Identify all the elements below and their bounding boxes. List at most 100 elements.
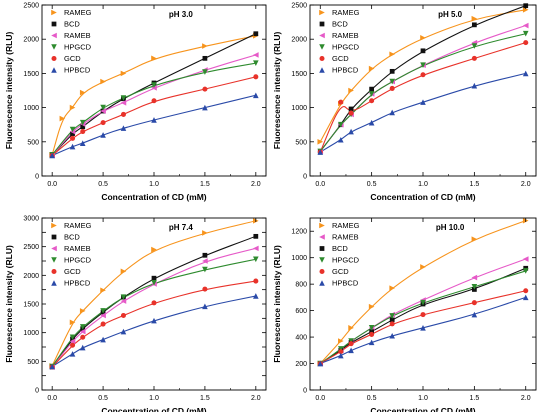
data-point-rameg bbox=[348, 325, 354, 331]
data-point-hpgcd bbox=[420, 299, 426, 306]
data-point-rameg bbox=[202, 43, 208, 49]
data-point-hpbcd bbox=[100, 336, 106, 343]
legend-label-bcd: BCD bbox=[64, 233, 80, 242]
series-line-hpgcd bbox=[319, 33, 526, 152]
x-tick-label: 0.5 bbox=[367, 395, 377, 402]
data-point-hpbcd bbox=[317, 149, 324, 155]
legend-marker-hpgcd bbox=[319, 44, 325, 50]
x-tick-label: 0.0 bbox=[315, 395, 325, 402]
series-line-rameg bbox=[51, 35, 256, 155]
legend-label-gcd: GCD bbox=[332, 54, 349, 63]
y-tick-label: 1200 bbox=[291, 229, 307, 236]
y-tick-label: 500 bbox=[295, 139, 307, 146]
data-point-hpgcd bbox=[338, 121, 344, 128]
data-point-gcd bbox=[120, 111, 126, 117]
data-point-gcd bbox=[338, 99, 344, 105]
y-tick-label: 2000 bbox=[291, 37, 307, 44]
data-point-hpbcd bbox=[420, 99, 426, 105]
y-axis-title: Fluorescence intensity (RLU) bbox=[4, 32, 14, 150]
legend-label-bcd: BCD bbox=[332, 20, 348, 29]
legend-label-rameg: RAMEG bbox=[64, 221, 92, 230]
x-tick-label: 1.5 bbox=[200, 181, 210, 188]
x-tick-label: 1.0 bbox=[418, 395, 428, 402]
y-tick-label: 1000 bbox=[291, 255, 307, 262]
data-point-hpgcd bbox=[100, 308, 106, 314]
y-tick-label: 0 bbox=[303, 388, 307, 395]
data-point-hpbcd bbox=[389, 109, 395, 116]
x-axis-title: Concentration of CD (mM) bbox=[101, 192, 206, 202]
data-point-hpbcd bbox=[79, 344, 86, 351]
data-point-gcd bbox=[253, 278, 259, 284]
data-point-hpgcd bbox=[522, 30, 529, 37]
series-line-hpgcd bbox=[319, 270, 526, 364]
legend-label-gcd: GCD bbox=[332, 267, 349, 276]
data-point-hpgcd bbox=[471, 284, 478, 290]
data-point-gcd bbox=[202, 286, 208, 292]
series-line-gcd bbox=[51, 76, 256, 156]
data-point-hpbcd bbox=[79, 140, 86, 146]
data-point-gcd bbox=[471, 55, 477, 61]
data-point-bcd bbox=[369, 86, 375, 92]
data-point-hpgcd bbox=[522, 268, 529, 274]
data-point-hpgcd bbox=[151, 279, 157, 286]
data-point-gcd bbox=[523, 288, 529, 294]
x-tick-label: 0.5 bbox=[98, 181, 108, 188]
y-tick-label: 1000 bbox=[23, 105, 39, 112]
data-point-hpbcd bbox=[522, 294, 529, 301]
y-tick-label: 2000 bbox=[23, 37, 39, 44]
data-point-rameb bbox=[471, 274, 478, 281]
data-point-bcd bbox=[389, 317, 395, 323]
x-tick-label: 0.0 bbox=[47, 395, 57, 402]
data-point-hpgcd bbox=[79, 324, 86, 330]
data-point-rameb bbox=[79, 328, 86, 335]
data-point-hpbcd bbox=[120, 125, 127, 131]
series-line-hpgcd bbox=[51, 62, 256, 156]
legend-marker-rameg bbox=[51, 222, 57, 229]
data-point-gcd bbox=[100, 120, 106, 126]
data-point-hpbcd bbox=[253, 293, 259, 299]
legend-marker-gcd bbox=[319, 55, 325, 62]
legend-label-hpgcd: HPGCD bbox=[64, 43, 92, 52]
x-tick-label: 1.5 bbox=[200, 395, 210, 402]
data-point-hpbcd bbox=[100, 132, 106, 138]
panel-title: pH 3.0 bbox=[169, 10, 194, 19]
data-point-hpgcd bbox=[79, 119, 86, 126]
legend-label-bcd: BCD bbox=[332, 244, 348, 253]
data-point-gcd bbox=[389, 85, 395, 91]
series-line-rameb bbox=[51, 247, 256, 368]
series-line-rameg bbox=[319, 9, 526, 143]
data-point-gcd bbox=[80, 129, 86, 135]
data-point-hpbcd bbox=[317, 360, 324, 367]
data-point-hpgcd bbox=[100, 104, 106, 111]
panel-title: pH 5.0 bbox=[438, 10, 463, 19]
x-tick-label: 1.0 bbox=[149, 181, 159, 188]
data-point-gcd bbox=[70, 135, 76, 141]
y-axis-title: Fluorescence intensity (RLU) bbox=[4, 245, 14, 363]
data-point-bcd bbox=[471, 22, 477, 28]
data-point-rameg bbox=[120, 70, 127, 77]
x-tick-label: 0.5 bbox=[98, 395, 108, 402]
x-tick-label: 1.0 bbox=[418, 181, 428, 188]
data-point-rameb bbox=[253, 245, 259, 252]
data-point-hpgcd bbox=[368, 91, 375, 97]
legend-marker-gcd bbox=[51, 268, 57, 275]
data-point-gcd bbox=[369, 98, 375, 104]
data-point-hpgcd bbox=[368, 325, 375, 331]
legend-label-rameb: RAMEB bbox=[64, 244, 91, 253]
data-point-hpbcd bbox=[368, 119, 375, 126]
y-tick-label: 2500 bbox=[23, 244, 39, 251]
data-point-hpgcd bbox=[120, 95, 127, 101]
legend-marker-hpbcd bbox=[319, 67, 325, 73]
legend-label-rameb: RAMEB bbox=[64, 31, 91, 40]
legend-label-bcd: BCD bbox=[64, 20, 80, 29]
series-line-gcd bbox=[319, 42, 526, 153]
series-line-hpbcd bbox=[320, 296, 526, 365]
data-point-hpbcd bbox=[49, 152, 55, 159]
data-point-gcd bbox=[100, 321, 106, 327]
y-tick-label: 800 bbox=[295, 282, 307, 289]
data-point-rameg bbox=[389, 285, 395, 291]
data-point-rameg bbox=[420, 35, 426, 41]
data-point-rameg bbox=[389, 51, 395, 58]
legend-label-hpbcd: HPBCD bbox=[332, 279, 359, 288]
